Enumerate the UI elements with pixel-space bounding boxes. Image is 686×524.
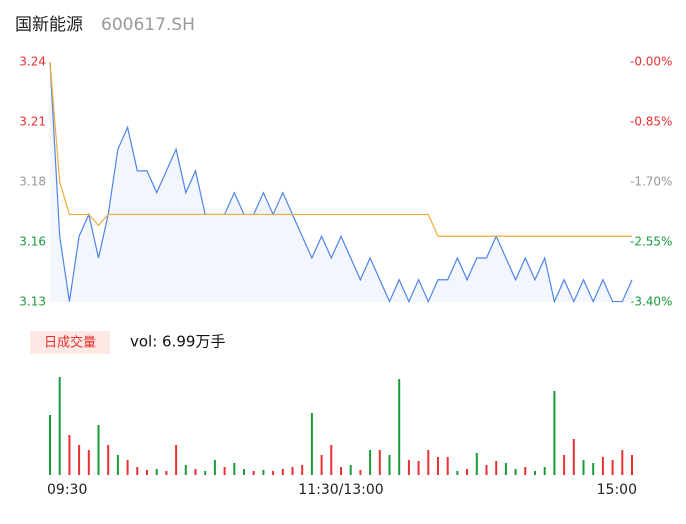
volume-bar bbox=[107, 445, 110, 475]
volume-bar bbox=[223, 467, 226, 475]
volume-bar bbox=[572, 439, 575, 475]
x-tick-label: 09:30 bbox=[47, 482, 87, 498]
volume-bar bbox=[543, 467, 546, 475]
volume-bar bbox=[417, 461, 420, 475]
volume-bar bbox=[49, 415, 51, 475]
y-tick-label: 3.18 bbox=[19, 175, 46, 189]
volume-bar bbox=[204, 471, 207, 475]
volume-bar bbox=[165, 471, 168, 475]
volume-bar bbox=[58, 377, 61, 475]
average-line bbox=[49, 61, 632, 237]
volume-bar bbox=[126, 460, 129, 475]
volume-bar bbox=[301, 465, 304, 475]
volume-bar bbox=[310, 413, 313, 475]
volume-bar bbox=[592, 463, 595, 475]
volume-bar bbox=[68, 435, 71, 475]
volume-bar bbox=[97, 425, 100, 475]
volume-bar bbox=[534, 471, 536, 475]
volume-bar bbox=[233, 463, 236, 475]
volume-bar bbox=[340, 467, 342, 475]
volume-button[interactable]: 日成交量 bbox=[44, 335, 96, 351]
y-tick-label: 3.21 bbox=[19, 114, 46, 128]
y2-tick-label: -0.85% bbox=[630, 115, 672, 129]
volume-label: vol: 6.99万手 bbox=[130, 333, 225, 351]
volume-bar bbox=[272, 471, 275, 475]
volume-bar bbox=[330, 445, 333, 475]
volume-bar bbox=[194, 469, 197, 475]
price-area bbox=[50, 62, 632, 302]
volume-bar bbox=[407, 460, 410, 475]
stock-name: 国新能源 bbox=[15, 15, 83, 35]
volume-bar bbox=[582, 460, 585, 475]
volume-bar bbox=[116, 455, 119, 475]
volume-bar bbox=[281, 469, 284, 475]
y2-tick-label: -1.70% bbox=[630, 175, 672, 189]
volume-bar bbox=[466, 469, 469, 475]
volume-bar bbox=[601, 457, 604, 475]
volume-bar bbox=[427, 450, 430, 475]
volume-bar bbox=[252, 471, 255, 475]
volume-bar bbox=[398, 379, 401, 475]
volume-bar bbox=[437, 457, 439, 475]
volume-bar bbox=[611, 460, 614, 475]
volume-bar bbox=[87, 450, 90, 475]
y-tick-label: 3.24 bbox=[19, 55, 46, 69]
volume-bar bbox=[213, 460, 216, 475]
volume-bar bbox=[262, 470, 265, 475]
volume-bar bbox=[155, 469, 158, 475]
volume-bar bbox=[184, 465, 187, 475]
y-tick-label: 3.13 bbox=[19, 295, 46, 309]
volume-bar bbox=[621, 450, 624, 475]
x-tick-label: 15:00 bbox=[597, 482, 637, 498]
volume-bar bbox=[631, 455, 633, 475]
volume-bar bbox=[514, 469, 517, 475]
volume-bar bbox=[485, 465, 488, 475]
volume-bar bbox=[320, 455, 323, 475]
stock-code: 600617.SH bbox=[101, 15, 195, 35]
volume-bar bbox=[78, 445, 81, 475]
volume-bar bbox=[136, 467, 139, 475]
price-line bbox=[49, 61, 633, 304]
volume-bar bbox=[495, 461, 498, 475]
volume-button-bg[interactable] bbox=[30, 331, 110, 354]
volume-bar bbox=[378, 450, 381, 475]
volume-bar bbox=[504, 463, 507, 475]
volume-bar bbox=[146, 470, 148, 475]
volume-bar bbox=[388, 455, 391, 475]
y2-tick-label: -2.55% bbox=[630, 235, 672, 249]
volume-bar bbox=[291, 467, 294, 475]
volume-bar bbox=[175, 445, 178, 475]
volume-bar bbox=[563, 455, 566, 475]
y2-tick-label: -3.40% bbox=[630, 295, 672, 309]
volume-bar bbox=[359, 470, 362, 475]
volume-bar bbox=[446, 457, 449, 475]
volume-bar bbox=[456, 471, 459, 475]
volume-bar bbox=[243, 469, 245, 475]
volume-bar bbox=[349, 465, 352, 475]
volume-bar bbox=[369, 450, 372, 475]
volume-bar bbox=[475, 453, 478, 475]
x-tick-label: 11:30/13:00 bbox=[298, 482, 383, 498]
y-tick-label: 3.16 bbox=[19, 234, 46, 248]
volume-bar bbox=[553, 391, 556, 475]
volume-bar bbox=[524, 467, 527, 475]
y2-tick-label: -0.00% bbox=[630, 55, 672, 69]
